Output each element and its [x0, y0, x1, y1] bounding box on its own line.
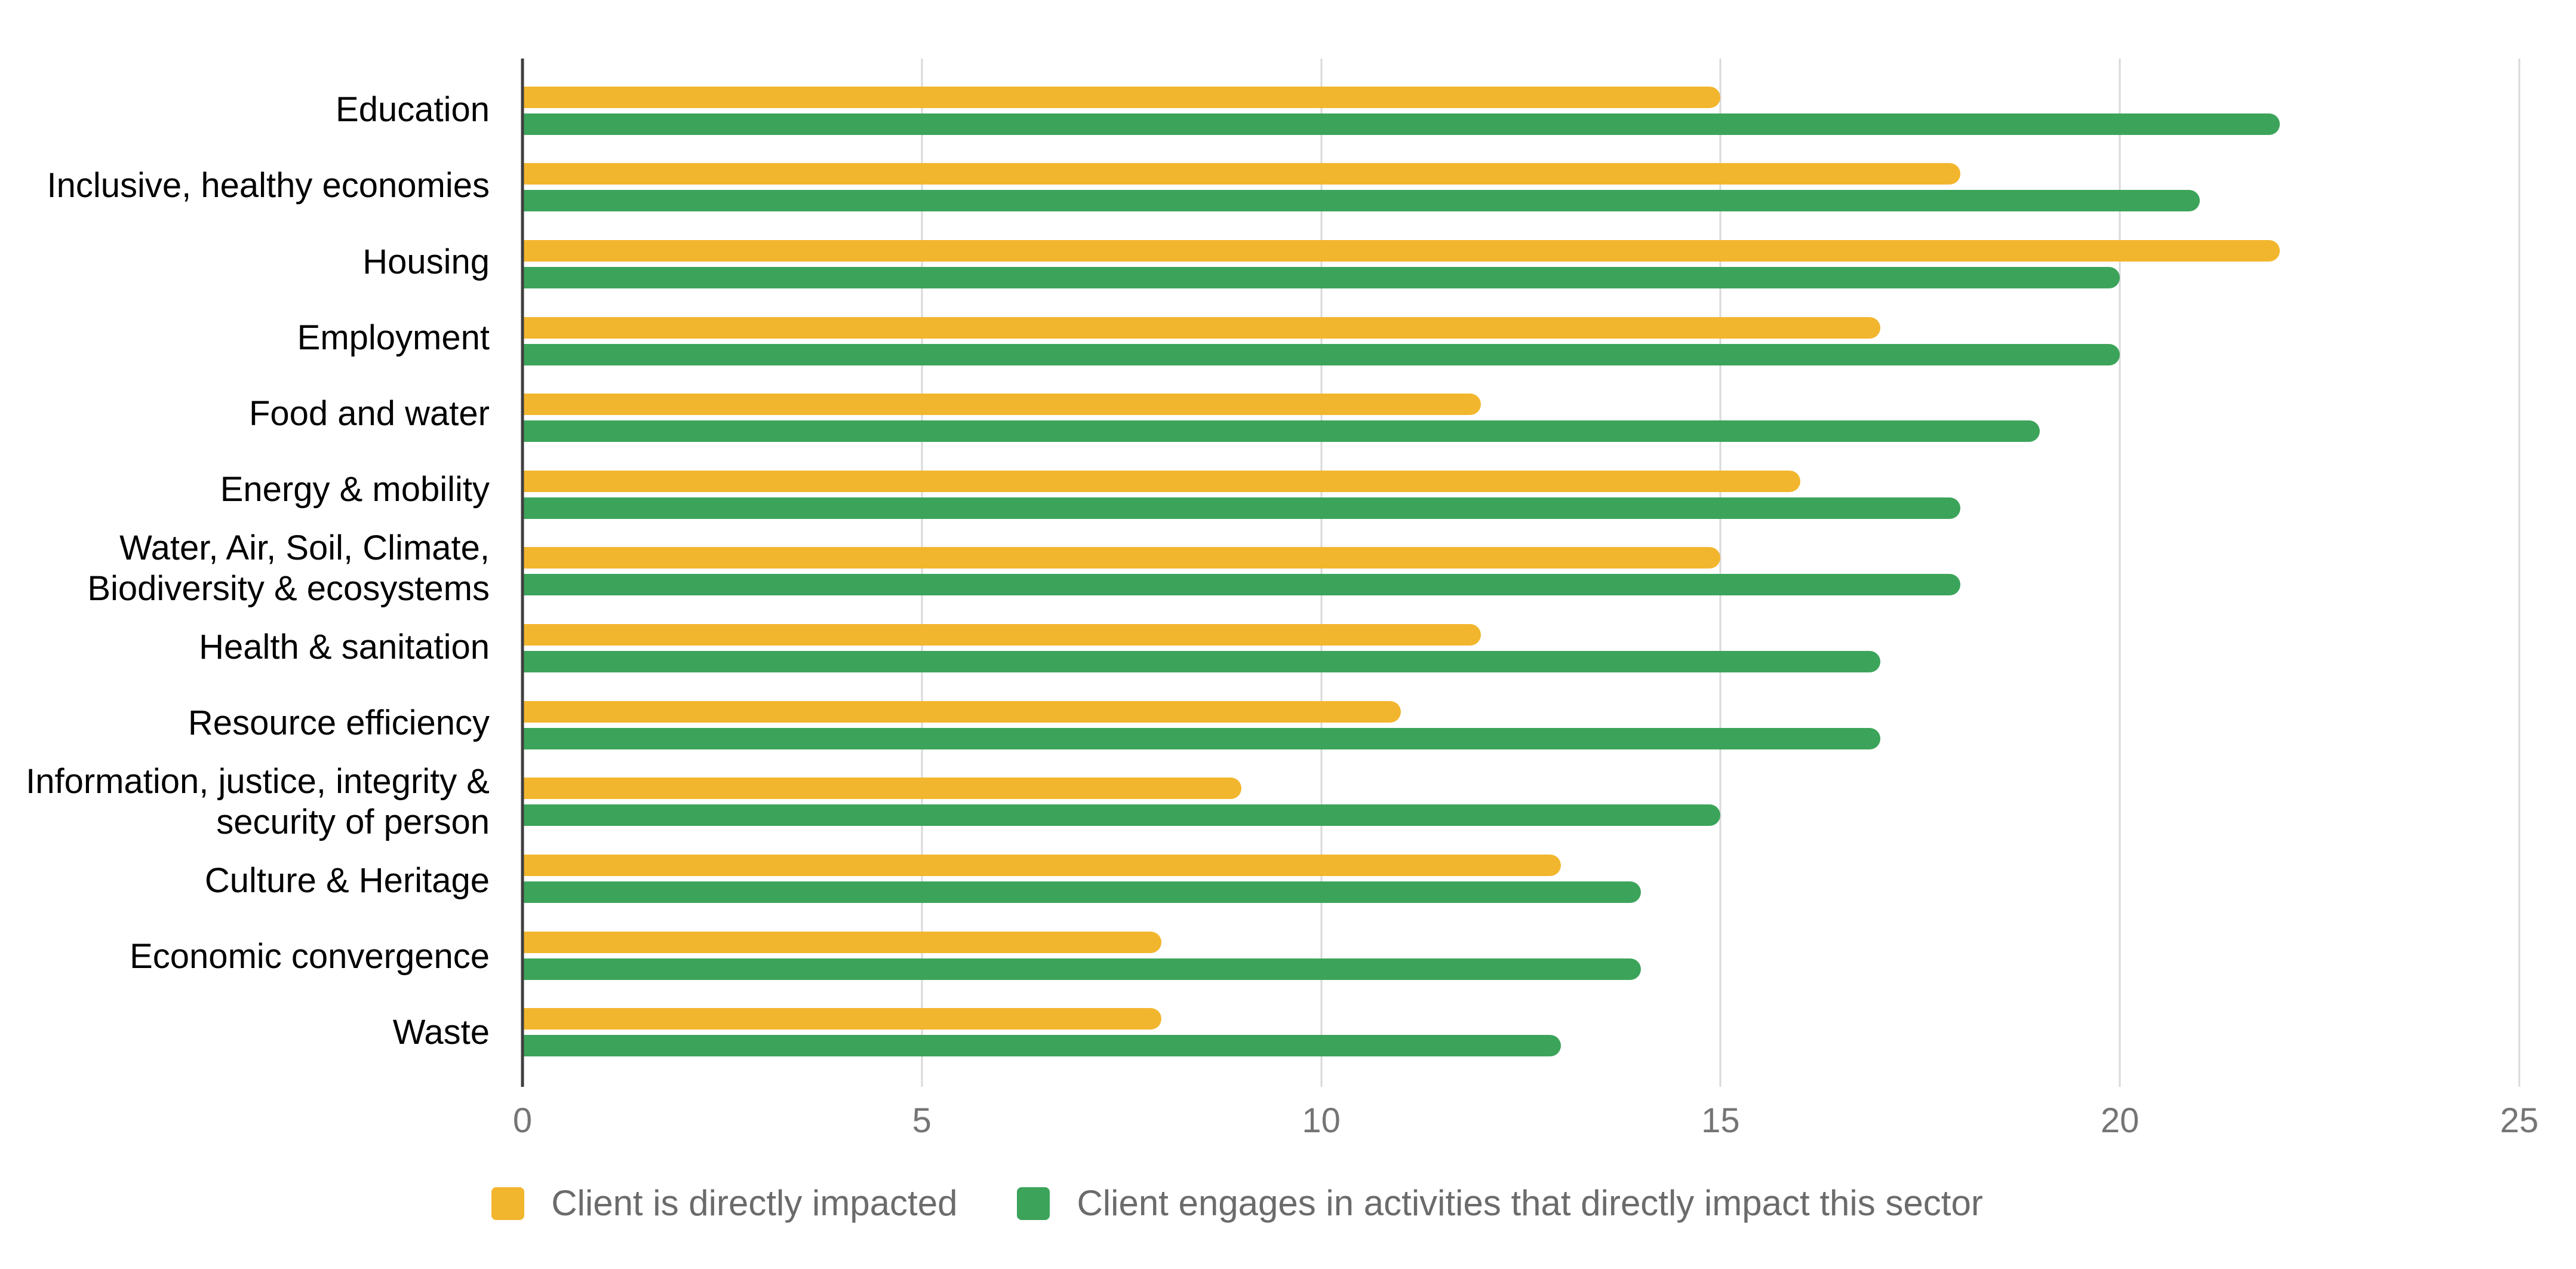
- x-tick-label-25: 25: [2500, 1101, 2539, 1140]
- category-label: Food and water: [248, 394, 490, 433]
- bar-directly-impacted: [522, 1008, 1162, 1030]
- bar-activities-impact: [522, 267, 2120, 289]
- bar-row: [522, 456, 2519, 533]
- x-tick-label-0: 0: [512, 1101, 533, 1140]
- category-label: Culture & Heritage: [204, 861, 490, 900]
- legend: Client is directly impacted Client engage…: [0, 1184, 2525, 1223]
- bar-activities-impact: [522, 1035, 1561, 1057]
- gridline-20: [2119, 59, 2121, 1087]
- legend-label: Client engages in activities that direct…: [1077, 1183, 1983, 1223]
- bar-activities-impact: [522, 420, 2040, 443]
- y-axis-baseline: [521, 59, 524, 1087]
- x-tick-label-10: 10: [1302, 1101, 1341, 1140]
- category-label: Economic convergence: [130, 937, 490, 976]
- bar-row: [522, 917, 2519, 994]
- category-label: Housing: [362, 242, 490, 281]
- bar-activities-impact: [522, 190, 2200, 212]
- bar-directly-impacted: [522, 470, 1801, 492]
- gridline-5: [921, 59, 923, 1087]
- bar-activities-impact: [522, 651, 1880, 673]
- bar-directly-impacted: [522, 778, 1241, 800]
- bar-row: [522, 533, 2519, 610]
- category-label: Information, justice, integrity & securi…: [26, 761, 490, 842]
- bar-directly-impacted: [522, 163, 1960, 185]
- bar-row: [522, 226, 2519, 303]
- bar-row: [522, 840, 2519, 917]
- legend-swatch-yellow: [491, 1187, 525, 1220]
- bar-directly-impacted: [522, 86, 1721, 108]
- bar-row: [522, 610, 2519, 687]
- bar-rows: [522, 72, 2519, 1071]
- bar-activities-impact: [522, 958, 1641, 980]
- legend-item: Client is directly impacted: [491, 1184, 957, 1223]
- bar-row: [522, 763, 2519, 840]
- bar-directly-impacted: [522, 624, 1481, 646]
- category-axis: Education Inclusive, healthy economies Hou…: [0, 72, 522, 1071]
- bar-directly-impacted: [522, 240, 2280, 262]
- category-label: Energy & mobility: [220, 469, 490, 509]
- bar-row: [522, 994, 2519, 1071]
- bar-activities-impact: [522, 113, 2280, 135]
- gridline-15: [1719, 59, 1722, 1087]
- bar-activities-impact: [522, 497, 1960, 519]
- bar-activities-impact: [522, 804, 1721, 826]
- bar-row: [522, 687, 2519, 764]
- gridline-25: [2518, 59, 2520, 1087]
- bar-directly-impacted: [522, 394, 1481, 416]
- bar-activities-impact: [522, 574, 1960, 596]
- bar-row: [522, 72, 2519, 149]
- gridline-10: [1320, 59, 1323, 1087]
- bar-directly-impacted: [522, 700, 1401, 723]
- category-label: Education: [336, 90, 490, 130]
- category-label: Water, Air, Soil, Climate, Biodiversity …: [87, 528, 490, 609]
- legend-label: Client is directly impacted: [551, 1183, 958, 1223]
- category-label: Waste: [392, 1013, 490, 1052]
- bar-directly-impacted: [522, 317, 1880, 339]
- category-label: Inclusive, healthy economies: [47, 166, 490, 205]
- bar-activities-impact: [522, 881, 1641, 903]
- plot-area: 0 5 10 15 20 25: [513, 59, 2538, 1138]
- category-label: Employment: [297, 318, 490, 357]
- x-tick-label-15: 15: [1701, 1101, 1740, 1140]
- legend-item: Client engages in activities that direct…: [1017, 1183, 1983, 1223]
- bar-activities-impact: [522, 343, 2120, 365]
- bar-directly-impacted: [522, 547, 1721, 569]
- x-tick-label-20: 20: [2100, 1101, 2140, 1140]
- bar-directly-impacted: [522, 854, 1561, 876]
- category-label: Resource efficiency: [187, 703, 490, 742]
- bar-directly-impacted: [522, 931, 1162, 953]
- bar-activities-impact: [522, 727, 1880, 749]
- bar-row: [522, 303, 2519, 380]
- bar-row: [522, 379, 2519, 456]
- legend-swatch-green: [1017, 1187, 1050, 1220]
- x-tick-label-5: 5: [912, 1101, 932, 1140]
- bar-row: [522, 149, 2519, 226]
- category-label: Health & sanitation: [199, 627, 490, 666]
